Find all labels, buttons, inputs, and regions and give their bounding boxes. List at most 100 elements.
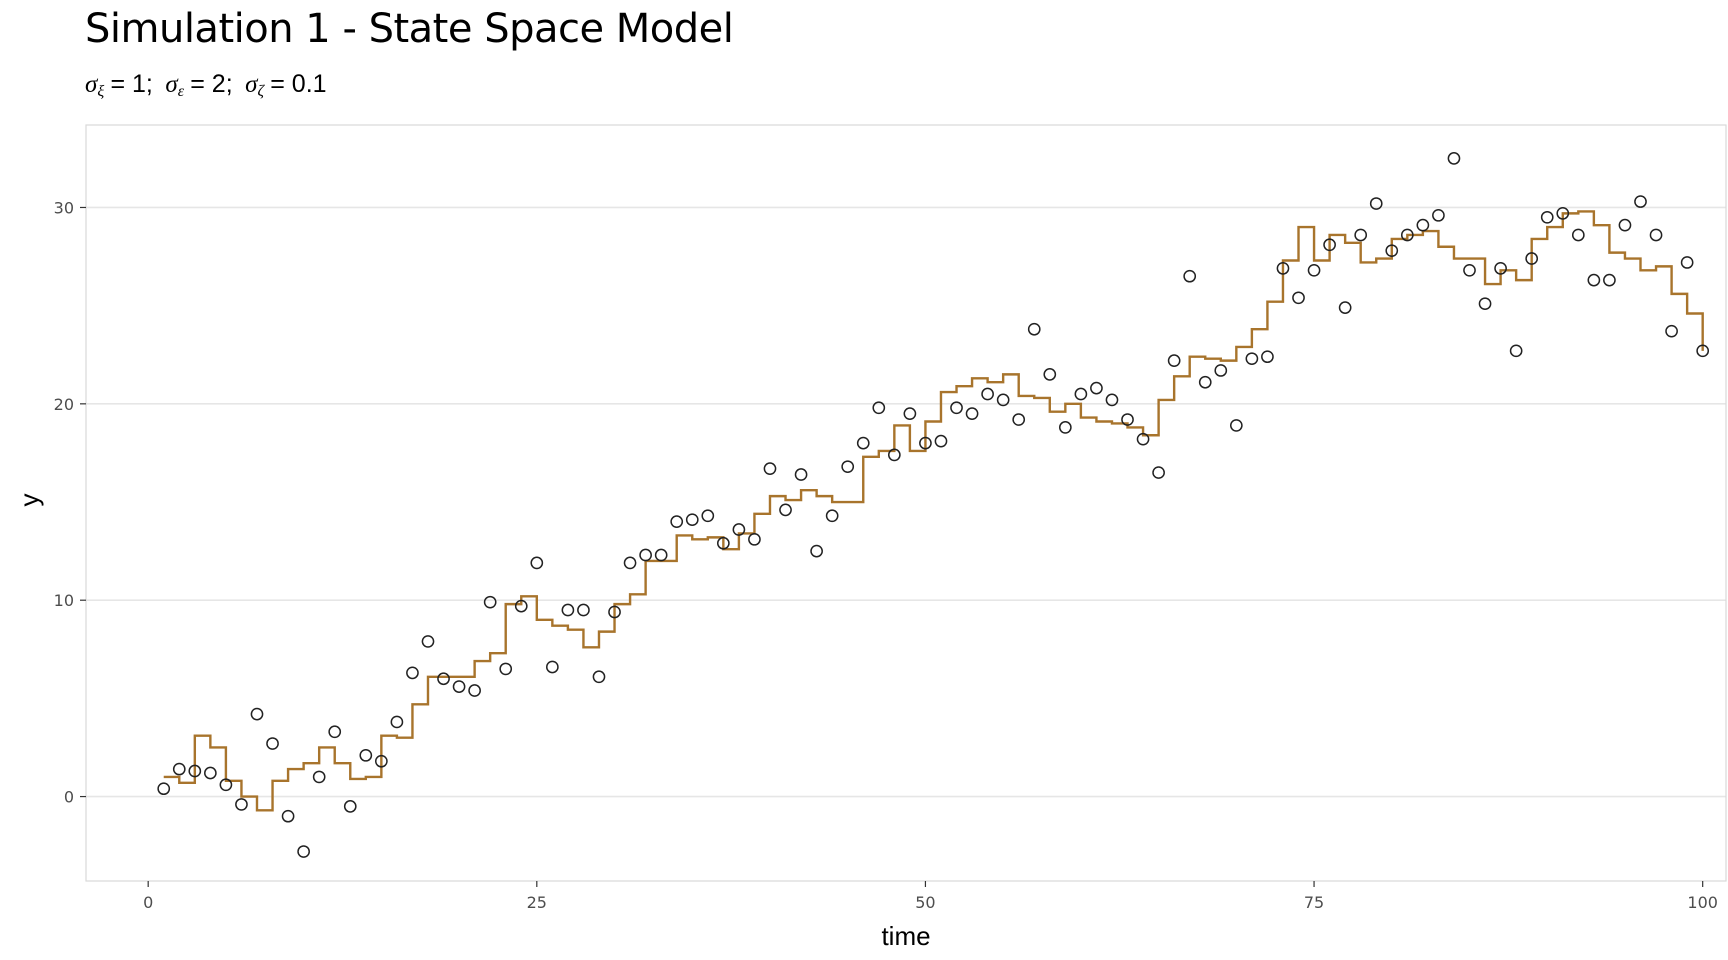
observation-point	[934, 434, 948, 448]
observation-point	[375, 754, 388, 768]
observation-point	[670, 515, 684, 529]
observation-point	[732, 523, 746, 536]
observation-point	[452, 680, 466, 693]
observation-point	[1556, 207, 1570, 220]
observation-point	[1027, 322, 1041, 336]
observation-point	[1090, 381, 1103, 395]
chart-subtitle: σξ = 1; σε = 2; σζ = 0.1	[85, 70, 327, 101]
observation-point	[499, 662, 513, 676]
observation-point	[204, 766, 217, 780]
observation-point	[1198, 375, 1212, 389]
observation-point	[343, 800, 357, 813]
observation-point	[919, 436, 932, 450]
y-tick-label: 30	[54, 198, 74, 217]
observation-point	[1183, 269, 1197, 283]
y-axis-label: y	[14, 494, 44, 507]
observation-point	[1540, 210, 1554, 224]
observation-point	[1649, 228, 1663, 242]
observation-point	[1416, 218, 1430, 232]
observation-point	[1369, 197, 1383, 210]
observation-point	[1323, 238, 1336, 252]
observation-point	[639, 548, 652, 562]
observation-point	[250, 707, 264, 721]
observation-point	[887, 448, 901, 462]
observation-point	[1634, 195, 1647, 208]
observation-point	[1152, 466, 1165, 479]
observation-point	[1012, 413, 1026, 426]
observation-point	[281, 809, 295, 823]
observation-point	[483, 595, 497, 609]
observation-point	[561, 603, 575, 617]
observation-point	[1587, 273, 1601, 287]
observation-point	[841, 460, 855, 474]
observation-point	[716, 536, 730, 550]
y-tick-label: 10	[54, 591, 74, 610]
observation-point	[1245, 352, 1259, 366]
observation-point	[546, 660, 559, 674]
observation-point	[1463, 263, 1476, 277]
observation-point	[1261, 350, 1274, 364]
observation-point	[981, 387, 994, 401]
observation-point	[965, 407, 979, 421]
observation-point	[763, 462, 777, 475]
observation-point	[1478, 297, 1492, 311]
observation-point	[748, 532, 761, 546]
observation-point	[390, 715, 404, 729]
observation-point	[1276, 261, 1290, 275]
observation-point	[872, 401, 886, 415]
observation-point	[1214, 364, 1228, 377]
observation-point	[1385, 244, 1399, 258]
observation-point	[1058, 421, 1072, 434]
observation-point	[328, 725, 342, 739]
observation-point	[406, 666, 419, 680]
observation-point	[437, 672, 450, 686]
x-axis-label: time	[881, 921, 930, 951]
observation-point	[1292, 291, 1305, 305]
subtitle-part-sigma-xi: σξ = 1;	[85, 70, 153, 100]
x-tick-label: 0	[143, 893, 153, 912]
observation-point	[577, 603, 590, 617]
observation-point	[1105, 393, 1119, 407]
observation-point	[1494, 261, 1507, 275]
observation-point	[157, 782, 171, 796]
observation-point	[1136, 432, 1150, 446]
observation-point	[1400, 228, 1414, 242]
observation-point	[825, 509, 839, 523]
observation-point	[1167, 354, 1181, 367]
y-tick-label: 0	[64, 788, 74, 807]
observation-point	[1696, 344, 1710, 358]
observation-point	[1354, 228, 1368, 242]
observation-point	[514, 599, 528, 613]
observation-point	[172, 762, 186, 776]
observation-point	[996, 393, 1010, 407]
observation-point	[312, 770, 326, 784]
observation-point	[1680, 256, 1694, 269]
gridlines	[86, 206, 1726, 798]
observation-point	[468, 684, 481, 697]
observation-point	[1603, 273, 1616, 287]
observation-point	[1618, 218, 1632, 232]
observation-point	[654, 548, 668, 562]
observation-point	[235, 798, 248, 811]
observation-point	[530, 556, 544, 570]
y-tick-label: 20	[54, 395, 74, 414]
observation-point	[1043, 368, 1057, 381]
observation-point	[266, 737, 279, 750]
x-tick-label: 100	[1687, 893, 1718, 912]
observation-point	[1571, 228, 1585, 242]
observation-point	[608, 605, 621, 619]
x-tick-label: 25	[527, 893, 547, 912]
x-tick-label: 75	[1304, 893, 1324, 912]
observation-point	[592, 670, 606, 684]
observation-point	[856, 436, 870, 450]
x-tick-label: 50	[915, 893, 935, 912]
panel-border	[85, 124, 1727, 882]
state-step-line	[163, 210, 1704, 812]
observation-point	[297, 845, 310, 858]
data-series	[157, 152, 1710, 858]
observation-point	[794, 468, 808, 481]
subtitle-part-sigma-epsilon: σε = 2;	[165, 70, 233, 100]
observation-point	[685, 513, 699, 527]
observation-point	[1509, 344, 1523, 358]
observation-point	[1432, 208, 1445, 222]
